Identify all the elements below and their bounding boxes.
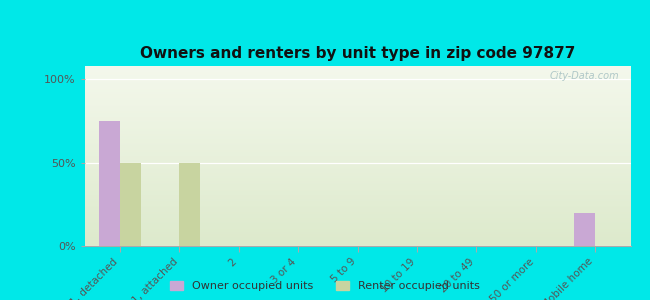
Bar bbox=[99, 121, 120, 246]
Text: City-Data.com: City-Data.com bbox=[550, 71, 619, 81]
Title: Owners and renters by unit type in zip code 97877: Owners and renters by unit type in zip c… bbox=[140, 46, 575, 61]
Bar bbox=[574, 213, 595, 246]
Legend: Owner occupied units, Renter occupied units: Owner occupied units, Renter occupied un… bbox=[170, 281, 480, 291]
Bar bbox=[120, 163, 141, 246]
Bar bbox=[179, 163, 200, 246]
